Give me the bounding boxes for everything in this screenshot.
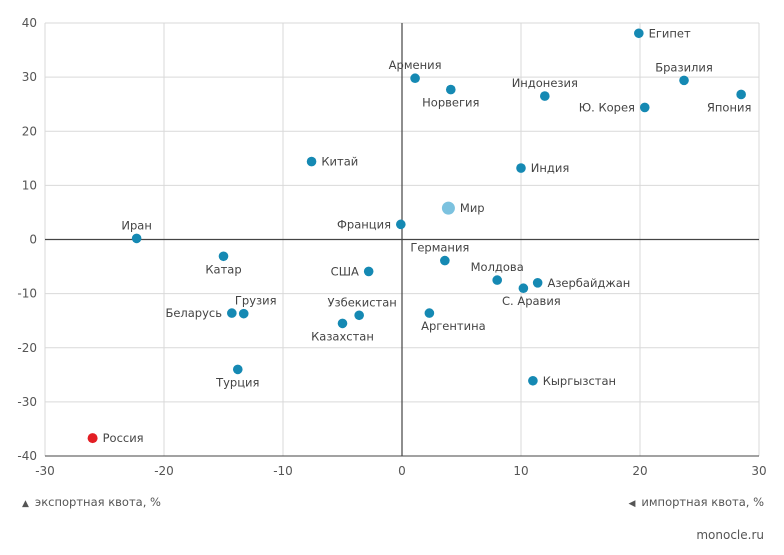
data-point (131, 233, 142, 244)
data-point (679, 75, 689, 86)
x-tick-label: -10 (273, 464, 293, 478)
data-point (528, 375, 538, 386)
x-axis-caption-text: экспортная квота, % (34, 495, 161, 509)
y-axis-caption-text: импортная квота, % (641, 495, 764, 509)
y-tick-label: 40 (22, 16, 37, 30)
data-point (492, 275, 503, 285)
point-label: США (331, 264, 359, 278)
point-label: С. Аравия (502, 294, 561, 308)
point-label: Ю. Корея (579, 100, 635, 114)
point-label: Индия (531, 161, 569, 175)
point-label: Молдова (471, 260, 524, 274)
data-point (232, 364, 243, 375)
source-credit: monocle.ru (696, 528, 764, 542)
data-point-russia (87, 433, 98, 444)
data-point (445, 84, 456, 95)
data-point (516, 163, 526, 173)
left-triangle-icon: ◀ (628, 499, 636, 509)
axes (45, 23, 759, 457)
x-tick-label: 0 (398, 464, 406, 478)
data-point (354, 310, 364, 321)
data-point (518, 283, 529, 294)
data-point (440, 255, 450, 266)
point-label: Иран (121, 218, 151, 232)
point-label: Аргентина (421, 319, 486, 333)
data-point-world (441, 201, 455, 215)
x-tick-label: 20 (632, 464, 647, 478)
data-point (238, 308, 249, 319)
point-label: Франция (337, 217, 391, 231)
data-point (634, 28, 644, 39)
point-label: Индонезия (512, 76, 578, 90)
x-tick-label: -20 (154, 464, 174, 478)
y-axis-caption: ◀ импортная квота, % (628, 495, 764, 509)
point-label: Казахстан (311, 329, 374, 343)
data-point (363, 266, 374, 277)
x-axis-caption: ▲ экспортная квота, % (22, 495, 161, 509)
y-tick-label: -40 (17, 449, 37, 463)
point-label: Кыргызстан (543, 374, 616, 388)
point-label: Узбекистан (328, 295, 397, 309)
point-label: Норвегия (422, 96, 479, 110)
x-tick-label: -30 (35, 464, 55, 478)
data-point (227, 308, 237, 318)
data-point (532, 278, 543, 288)
y-tick-label: -20 (17, 341, 37, 355)
point-label: Катар (205, 262, 241, 276)
point-label: Германия (410, 241, 469, 255)
point-labels: Египет Армения Бразилия Норвегия Индонезия Яп… (103, 26, 752, 445)
data-point (410, 73, 420, 84)
point-label: Беларусь (165, 306, 222, 320)
y-tick-label: -30 (17, 395, 37, 409)
data-point (306, 156, 317, 167)
point-label: Япония (707, 100, 751, 114)
data-point (736, 89, 746, 100)
up-triangle-icon: ▲ (22, 499, 29, 509)
x-tick-label: 30 (751, 464, 766, 478)
point-label: Мир (460, 201, 485, 215)
point-label: Египет (649, 26, 691, 40)
point-label: Россия (103, 431, 144, 445)
data-point (540, 91, 550, 101)
data-point (337, 318, 348, 329)
y-tick-label: 0 (29, 233, 37, 247)
point-label: Бразилия (655, 60, 713, 74)
data-point (639, 102, 650, 113)
data-points (87, 28, 746, 444)
y-tick-label: -10 (17, 287, 37, 301)
data-point (218, 251, 229, 262)
y-tick-label: 20 (22, 124, 37, 138)
point-label: Армения (389, 58, 442, 72)
y-tick-label: 10 (22, 178, 37, 192)
point-label: Китай (321, 155, 358, 169)
point-label: Турция (215, 375, 259, 389)
data-point (424, 308, 435, 318)
point-label: Грузия (235, 294, 277, 308)
y-tick-label: 30 (22, 70, 37, 84)
x-tick-label: 10 (513, 464, 528, 478)
data-point (396, 219, 406, 230)
point-label: Азербайджан (547, 276, 630, 290)
